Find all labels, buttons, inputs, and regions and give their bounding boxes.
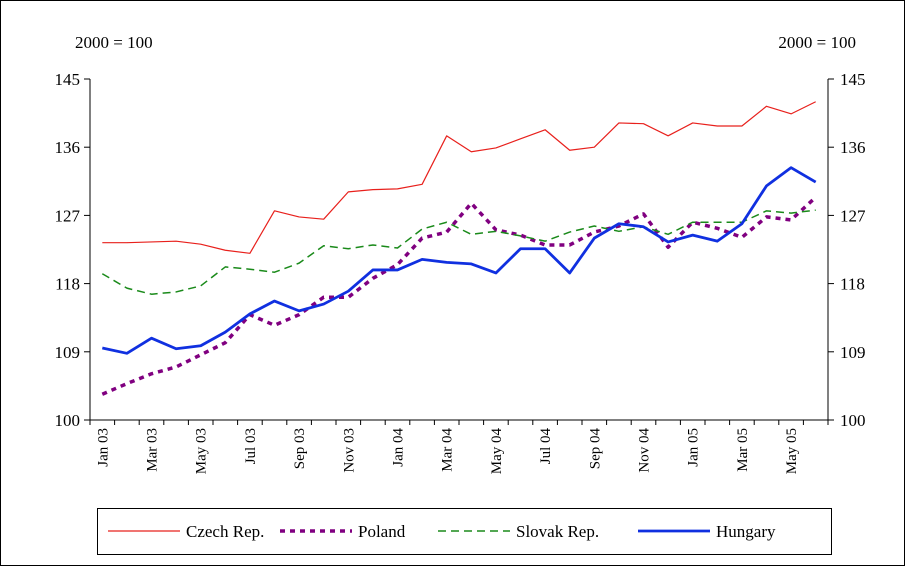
y-tick-label: 145 <box>55 70 81 89</box>
x-tick-label: Mar 05 <box>735 428 751 472</box>
x-tick-label: Jan 04 <box>391 428 407 467</box>
y-tick-label: 136 <box>55 138 81 157</box>
y2-tick-label: 136 <box>840 138 866 157</box>
x-tick-label: Mar 03 <box>145 428 161 472</box>
y2-tick-label: 145 <box>840 70 866 89</box>
x-tick-label: Jul 04 <box>538 428 554 465</box>
y2-tick-label: 127 <box>840 206 866 225</box>
x-tick-label: May 03 <box>194 428 210 474</box>
x-tick-label: Nov 04 <box>637 428 653 473</box>
x-tick-label: May 05 <box>784 428 800 474</box>
series-line <box>102 166 817 355</box>
y-tick-label: 118 <box>55 275 80 294</box>
x-tick-label: Nov 03 <box>341 428 357 473</box>
legend-label: Slovak Rep. <box>516 522 599 541</box>
y-tick-label: 127 <box>55 206 81 225</box>
x-tick-label: Jan 03 <box>95 428 111 467</box>
series-line <box>101 195 817 396</box>
y-tick-label: 109 <box>55 343 81 362</box>
y2-unit-label: 2000 = 100 <box>778 33 856 52</box>
legend-label: Czech Rep. <box>186 522 264 541</box>
x-tick-label: Jan 05 <box>686 428 702 467</box>
x-tick-label: May 04 <box>489 428 505 475</box>
y2-tick-label: 100 <box>840 411 866 430</box>
legend-label: Poland <box>358 522 406 541</box>
x-tick-label: Mar 04 <box>440 428 456 472</box>
legend-box <box>97 508 832 555</box>
series-line <box>102 101 816 254</box>
legend-label: Hungary <box>716 522 776 541</box>
y2-tick-label: 118 <box>840 275 865 294</box>
x-tick-label: Sep 04 <box>587 428 603 470</box>
x-tick-label: Jul 03 <box>243 428 259 464</box>
y2-tick-label: 109 <box>840 343 866 362</box>
y-tick-label: 100 <box>55 411 81 430</box>
y-unit-label: 2000 = 100 <box>75 33 153 52</box>
x-tick-label: Sep 03 <box>292 428 308 469</box>
